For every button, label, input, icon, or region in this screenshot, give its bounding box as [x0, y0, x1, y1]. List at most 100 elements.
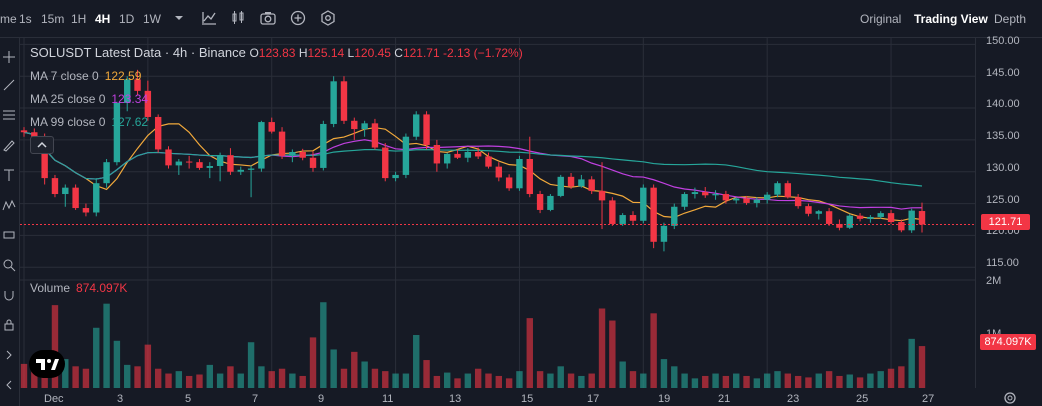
ma-lines	[23, 123, 923, 222]
candle-body	[681, 194, 688, 207]
timeframe-1h[interactable]: 1H	[71, 12, 87, 26]
volume-bar	[320, 302, 327, 388]
text-icon[interactable]	[2, 168, 16, 182]
volume-bar	[805, 377, 812, 388]
candle-type-icon[interactable]	[229, 9, 247, 27]
candle-body	[144, 90, 152, 117]
candle-body	[836, 223, 843, 228]
volume-bar	[733, 373, 740, 388]
candle-body	[846, 215, 853, 228]
volume-bar	[124, 364, 131, 388]
time-axis[interactable]: Dec 3 5 7 9 11 13 15 17 19 21 23 25 27	[20, 390, 975, 406]
volume-bar	[392, 373, 399, 388]
trend-line-icon[interactable]	[2, 78, 16, 92]
candle-body	[815, 211, 822, 214]
candle-body	[712, 194, 719, 196]
measure-icon[interactable]	[2, 228, 16, 242]
tradingview-logo[interactable]	[29, 350, 65, 378]
candle-body	[124, 79, 131, 103]
chart-settings-icon[interactable]	[1002, 390, 1018, 406]
price-axis[interactable]: 150.00 145.00 140.00 135.00 130.00 125.0…	[975, 35, 1042, 388]
volume-bar	[382, 371, 389, 388]
price-tick: 150.00	[986, 35, 1020, 47]
chevron-down-icon[interactable]	[170, 9, 188, 27]
volume-bar	[361, 361, 368, 388]
chevron-right-icon[interactable]	[2, 348, 16, 362]
current-price-tag: 121.71	[981, 214, 1030, 230]
brush-icon[interactable]	[2, 138, 16, 152]
volume-bar	[206, 364, 213, 388]
candle-body	[433, 144, 441, 164]
volume-bar	[154, 368, 162, 388]
timeframe-15m[interactable]: 15m	[41, 12, 65, 26]
candle-body	[784, 183, 792, 198]
pattern-icon[interactable]	[2, 198, 16, 212]
candle-body	[474, 151, 482, 157]
timeframe-1s[interactable]: 1s	[19, 12, 32, 26]
candle-body	[103, 162, 110, 184]
candle-body	[794, 197, 802, 207]
candle-body	[454, 153, 461, 158]
volume-bar	[454, 378, 461, 388]
candle-body	[382, 147, 389, 179]
candle-body	[31, 132, 38, 137]
candle-body	[526, 159, 533, 195]
lock-icon[interactable]	[2, 318, 16, 332]
volume-bar	[278, 368, 286, 388]
candle-body	[629, 215, 637, 221]
volume-bar	[763, 373, 771, 388]
timeframe-1w[interactable]: 1W	[143, 12, 161, 26]
volume-bar	[650, 313, 657, 388]
candle-body	[825, 211, 833, 224]
timeframe-more[interactable]: me	[0, 12, 17, 26]
indicator-icon[interactable]	[200, 9, 218, 27]
volume-bar	[702, 375, 709, 388]
candle-body	[196, 162, 203, 168]
view-depth[interactable]: Depth	[994, 12, 1027, 26]
chevron-left-icon[interactable]	[2, 378, 16, 392]
volume-bar	[691, 378, 699, 388]
view-original[interactable]: Original	[860, 12, 902, 26]
camera-icon[interactable]	[259, 9, 277, 27]
zoom-icon[interactable]	[2, 258, 16, 272]
candle-body	[237, 169, 244, 172]
candle-body	[867, 216, 874, 219]
candle-body	[206, 166, 213, 168]
candle-body	[588, 179, 595, 191]
volume-bar	[485, 373, 492, 388]
magnet-icon[interactable]	[2, 288, 16, 302]
timeframe-4h[interactable]: 4H	[95, 12, 111, 26]
crosshair-icon[interactable]	[2, 50, 16, 64]
volume-bar	[144, 344, 152, 388]
candle-body	[774, 183, 781, 195]
legend-collapse-button[interactable]	[30, 136, 54, 154]
view-trading-view[interactable]: Trading View	[914, 12, 988, 26]
candle-body	[185, 161, 193, 163]
candle-body	[743, 198, 750, 203]
ma7-line	[23, 123, 923, 222]
volume-legend: Volume 874.097K	[30, 281, 128, 295]
fib-icon[interactable]	[2, 108, 16, 122]
candle-body	[165, 149, 172, 166]
volume-bar	[227, 366, 234, 388]
time-tick: 13	[449, 393, 462, 405]
volume-bar	[753, 378, 761, 388]
volume-bar	[413, 335, 420, 388]
volume-bar	[113, 340, 121, 388]
candle-body	[609, 200, 616, 224]
candle-body	[299, 151, 306, 158]
volume-bar	[681, 373, 688, 388]
volume-tick: 2M	[986, 275, 1002, 287]
volume-bar	[578, 375, 585, 388]
add-icon[interactable]	[289, 9, 307, 27]
settings-icon[interactable]	[319, 9, 337, 27]
candle-body	[702, 192, 709, 196]
volume-bar	[216, 373, 224, 388]
volume-bar	[794, 375, 802, 388]
volume-bar	[62, 359, 69, 388]
time-tick: 19	[658, 393, 671, 405]
volume-bar	[443, 372, 451, 388]
candle-body	[340, 81, 348, 121]
timeframe-1d[interactable]: 1D	[119, 12, 135, 26]
price-chart[interactable]	[20, 38, 975, 406]
